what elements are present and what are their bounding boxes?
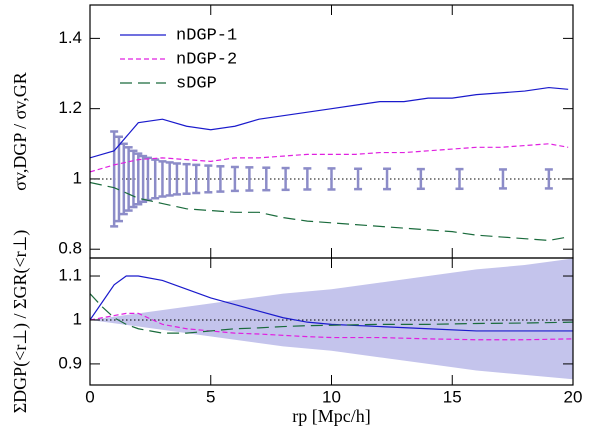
y-tick-label: 1.1 <box>58 266 82 285</box>
y-axis-label: σv,DGP / σv,GR <box>10 72 30 190</box>
legend-label: nDGP-2 <box>176 50 237 69</box>
x-tick-label: 15 <box>443 387 462 406</box>
x-tick-label: 10 <box>322 387 341 406</box>
x-tick-label: 0 <box>85 387 94 406</box>
legend-label: sDGP <box>176 74 217 93</box>
series-line <box>90 86 569 159</box>
y-axis-label: ΣDGP(<r⊥) / ΣGR(<r⊥) <box>10 230 31 414</box>
series-line <box>90 312 573 341</box>
x-tick-label: 20 <box>564 387 583 406</box>
series-line <box>90 293 573 334</box>
y-tick-label: 0.8 <box>58 239 82 258</box>
y-tick-label: 1.4 <box>58 28 82 47</box>
band <box>90 258 573 380</box>
series-line <box>90 143 569 173</box>
y-tick-label: 0.9 <box>58 353 82 372</box>
x-axis-label: rp [Mpc/h] <box>292 406 370 426</box>
y-tick-label: 1.2 <box>58 98 82 117</box>
y-tick-label: 1 <box>73 168 82 187</box>
x-tick-label: 5 <box>206 387 215 406</box>
plot-frame <box>89 4 574 259</box>
y-tick-label: 1 <box>73 309 82 328</box>
series-line <box>90 275 573 332</box>
legend-label: nDGP-1 <box>176 26 237 45</box>
